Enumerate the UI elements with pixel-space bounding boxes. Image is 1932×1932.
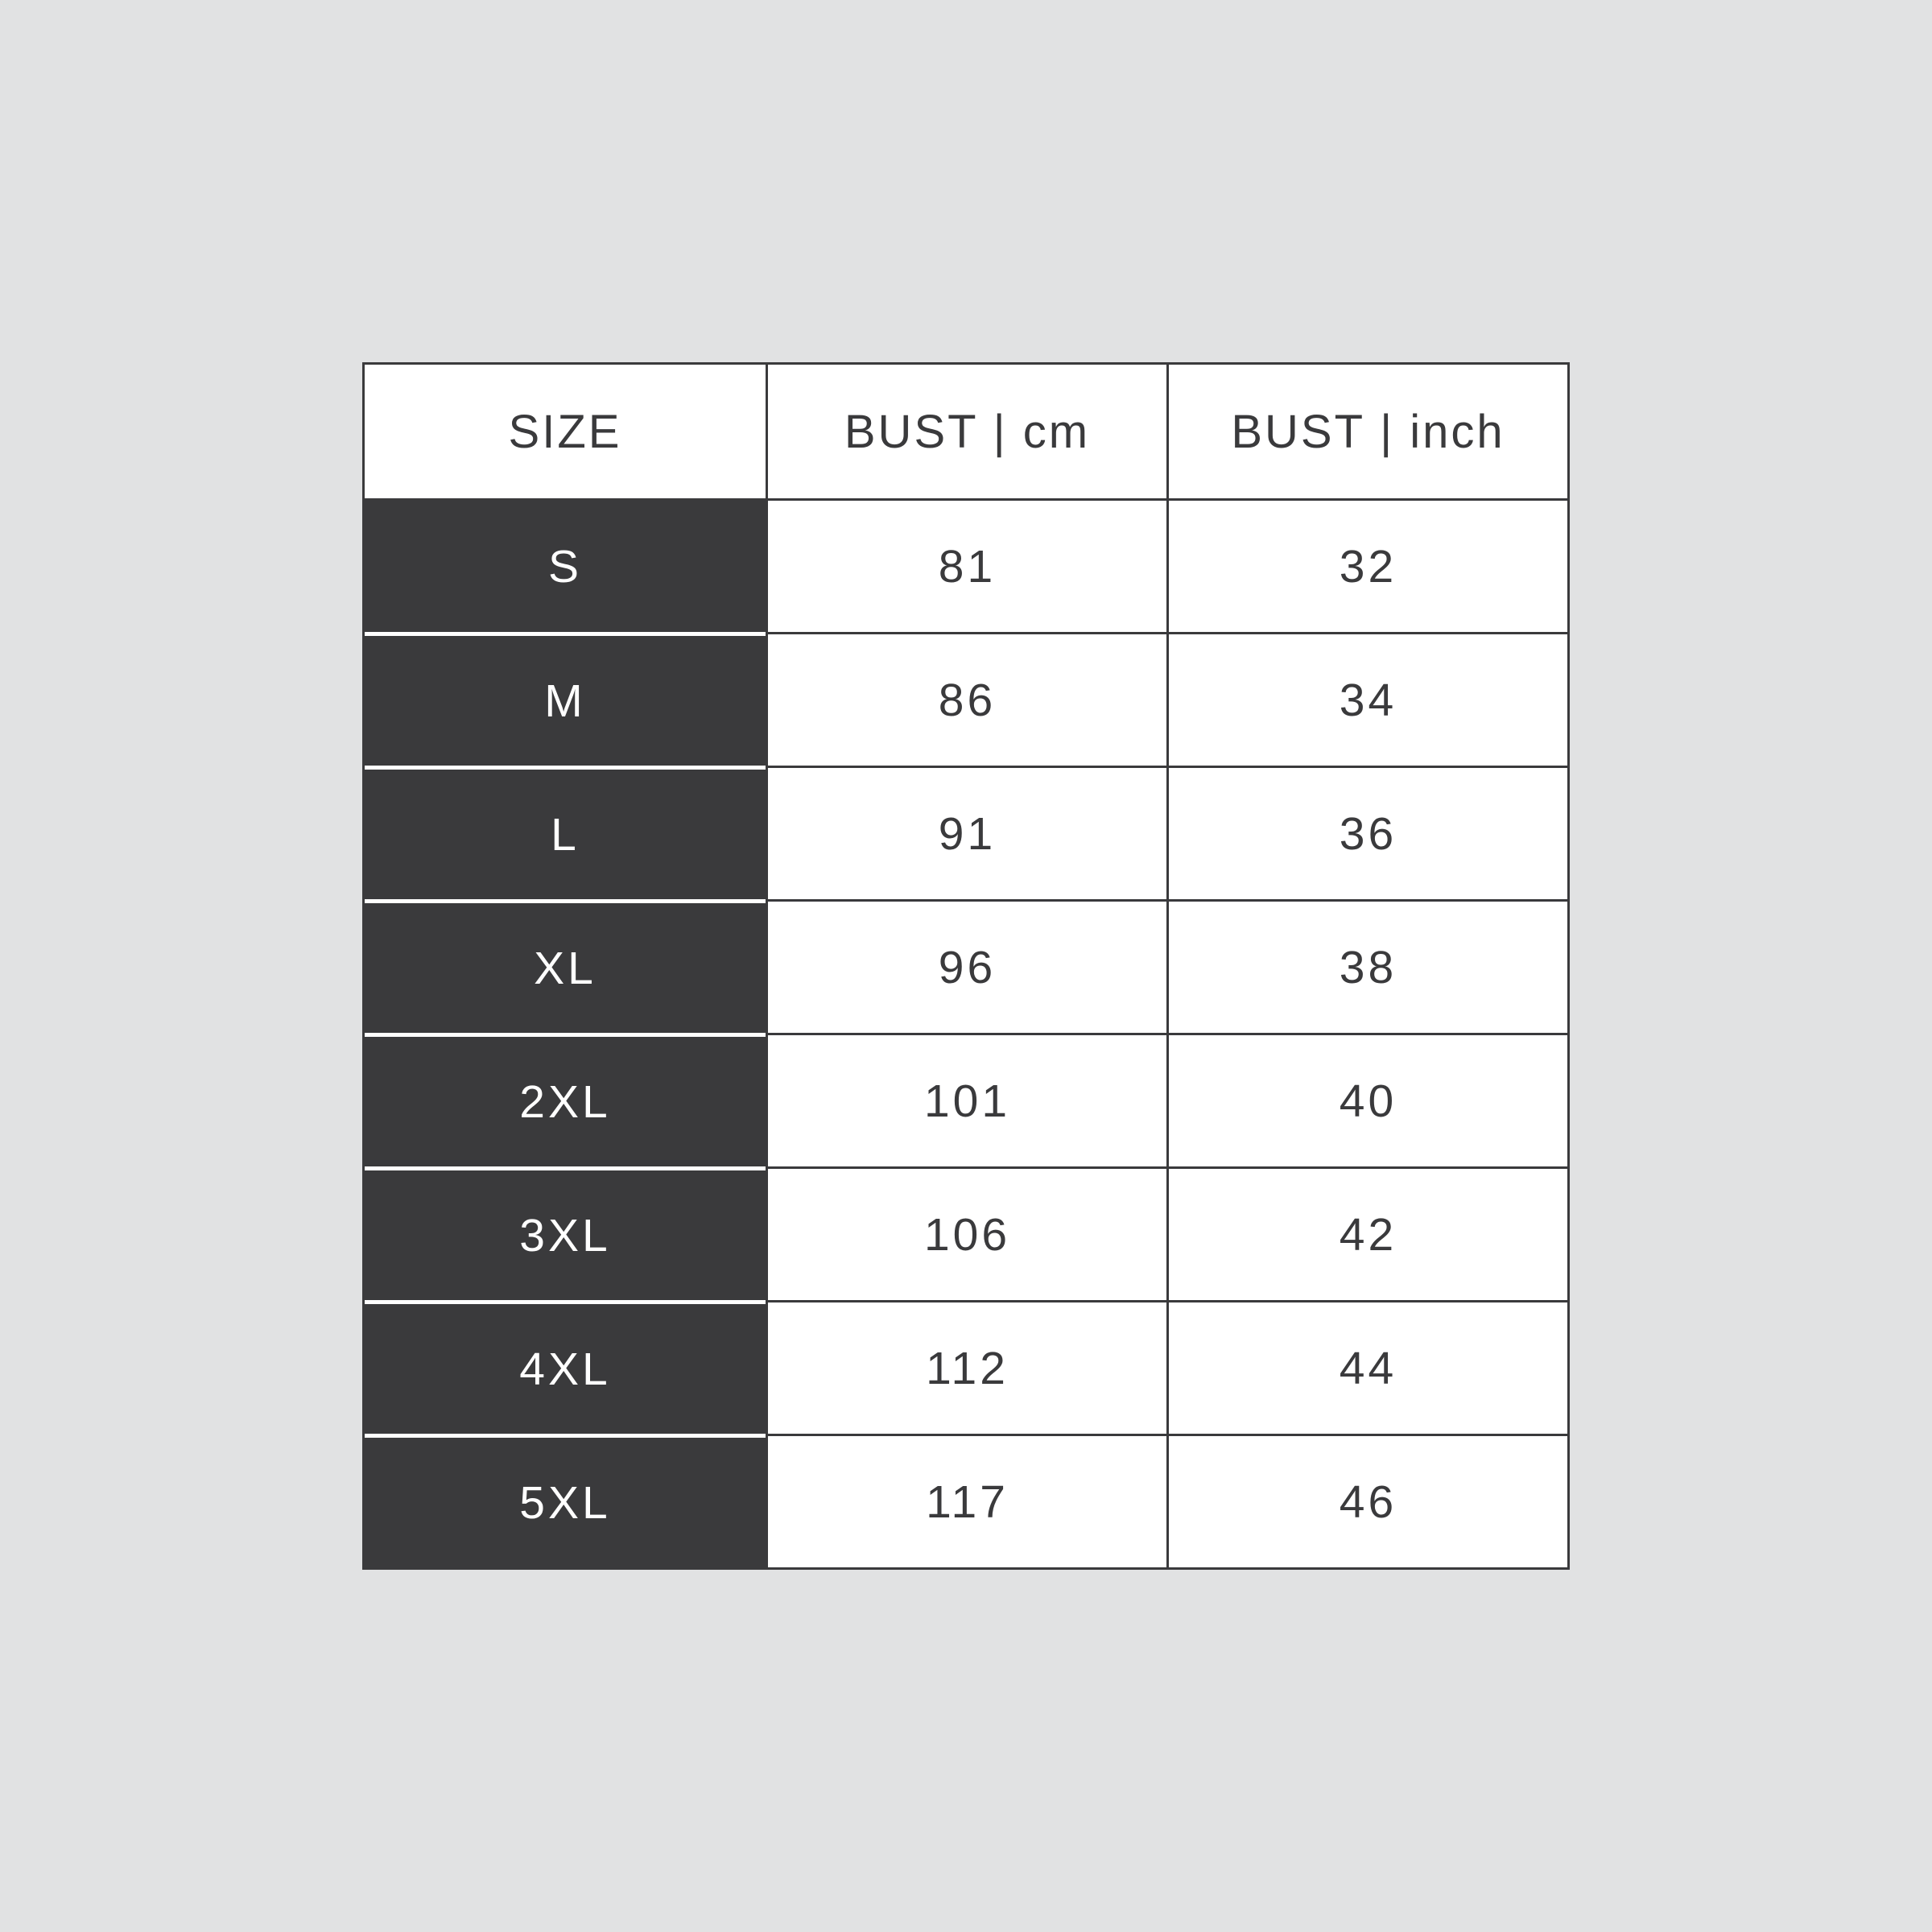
bust-inch-cell: 46 bbox=[1166, 1434, 1567, 1567]
column-header-bust-inch: BUST | inch bbox=[1166, 365, 1567, 498]
size-label-cell: 3XL bbox=[365, 1166, 766, 1300]
bust-inch-cell: 32 bbox=[1166, 498, 1567, 632]
size-label-cell: M bbox=[365, 632, 766, 766]
bust-inch-cell: 42 bbox=[1166, 1166, 1567, 1300]
size-chart-table: SIZE BUST | cm BUST | inch S 81 32 M 86 … bbox=[362, 362, 1570, 1570]
bust-inch-cell: 40 bbox=[1166, 1033, 1567, 1166]
column-header-bust-cm: BUST | cm bbox=[766, 365, 1166, 498]
size-label-cell: 4XL bbox=[365, 1300, 766, 1434]
bust-cm-cell: 112 bbox=[766, 1300, 1166, 1434]
bust-cm-cell: 86 bbox=[766, 632, 1166, 766]
bust-inch-cell: 38 bbox=[1166, 899, 1567, 1033]
bust-inch-cell: 36 bbox=[1166, 766, 1567, 899]
bust-cm-cell: 96 bbox=[766, 899, 1166, 1033]
bust-inch-cell: 34 bbox=[1166, 632, 1567, 766]
size-label-cell: 5XL bbox=[365, 1434, 766, 1567]
bust-inch-cell: 44 bbox=[1166, 1300, 1567, 1434]
bust-cm-cell: 117 bbox=[766, 1434, 1166, 1567]
bust-cm-cell: 101 bbox=[766, 1033, 1166, 1166]
size-label-cell: XL bbox=[365, 899, 766, 1033]
size-label-cell: S bbox=[365, 498, 766, 632]
column-header-size: SIZE bbox=[365, 365, 766, 498]
size-label-cell: 2XL bbox=[365, 1033, 766, 1166]
bust-cm-cell: 106 bbox=[766, 1166, 1166, 1300]
size-label-cell: L bbox=[365, 766, 766, 899]
bust-cm-cell: 91 bbox=[766, 766, 1166, 899]
bust-cm-cell: 81 bbox=[766, 498, 1166, 632]
